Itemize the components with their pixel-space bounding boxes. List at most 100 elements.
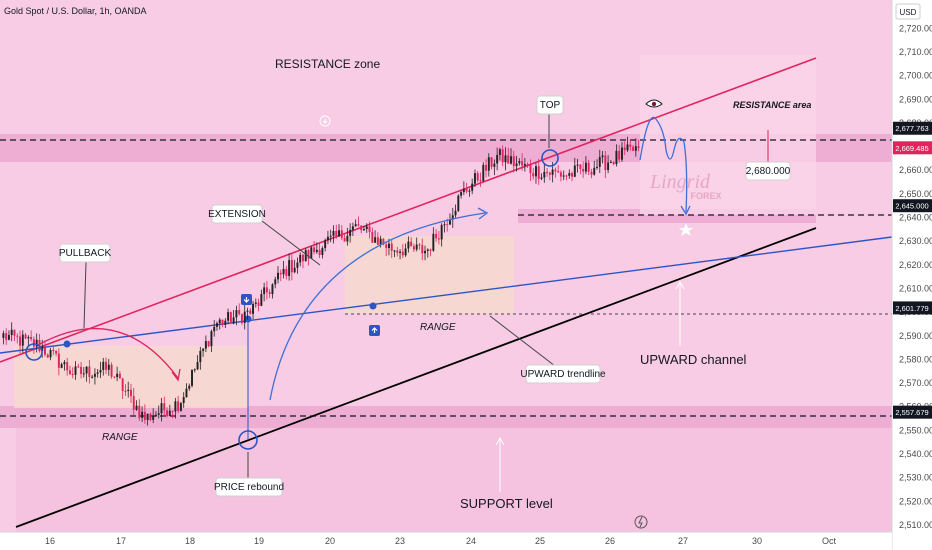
candle xyxy=(604,151,607,179)
y-tick-label: 2,580.000 xyxy=(899,354,932,364)
candle xyxy=(424,245,426,261)
candles xyxy=(2,136,640,426)
candle xyxy=(274,276,277,289)
support-arrowhead xyxy=(495,436,505,446)
trendline-anchor-point xyxy=(244,315,252,323)
candle xyxy=(335,224,338,239)
candle xyxy=(254,298,257,308)
candle xyxy=(154,411,157,417)
x-tick-label: 26 xyxy=(605,536,615,546)
candle xyxy=(485,159,488,178)
candle xyxy=(285,265,288,280)
candle xyxy=(632,144,635,151)
y-tick-label: 2,650.000 xyxy=(899,189,932,199)
candle xyxy=(326,230,329,245)
candle xyxy=(410,237,413,247)
x-tick-label: 18 xyxy=(185,536,195,546)
candle xyxy=(24,332,27,340)
candle xyxy=(160,397,163,422)
candle xyxy=(507,147,510,164)
candle xyxy=(590,168,593,179)
candle xyxy=(515,156,518,172)
x-tick-label: 23 xyxy=(395,536,405,546)
candle xyxy=(443,221,446,233)
candle xyxy=(490,157,493,170)
x-tick-label: 20 xyxy=(325,536,335,546)
candle xyxy=(315,242,318,254)
candle xyxy=(365,223,368,233)
candle xyxy=(535,162,537,184)
candle xyxy=(257,298,260,312)
candle xyxy=(107,358,110,376)
svg-text:TOP: TOP xyxy=(540,100,561,111)
candle xyxy=(593,160,596,176)
candle xyxy=(332,225,335,244)
extension-arrowhead xyxy=(477,207,489,220)
upward-trendline xyxy=(0,236,893,354)
candle xyxy=(82,367,85,378)
currency-badge: USD xyxy=(895,3,921,20)
candle xyxy=(476,170,479,183)
candle xyxy=(191,369,193,388)
projection-path xyxy=(639,116,688,213)
candle xyxy=(451,207,454,228)
price-level-badge: 2,677.763 xyxy=(893,121,932,135)
y-tick-label: 2,630.000 xyxy=(899,236,932,246)
resistance-area-box xyxy=(640,55,816,215)
candle xyxy=(227,308,230,325)
candle xyxy=(105,357,107,374)
candle xyxy=(571,171,574,182)
candle xyxy=(7,330,10,341)
svg-text:UPWARD trendline: UPWARD trendline xyxy=(520,369,606,380)
y-tick-label: 2,530.000 xyxy=(899,473,932,483)
candle xyxy=(598,149,601,174)
candle xyxy=(202,348,205,357)
flash-icon xyxy=(634,515,648,529)
candle xyxy=(60,362,63,369)
resistance-area-label: RESISTANCE area xyxy=(733,100,811,110)
svg-text:2,557.679: 2,557.679 xyxy=(895,408,928,417)
price-axis[interactable] xyxy=(892,0,932,550)
candle xyxy=(637,139,640,152)
candle xyxy=(587,159,590,176)
candle xyxy=(465,182,468,194)
candle xyxy=(80,362,83,379)
candle xyxy=(357,216,360,227)
y-tick-label: 2,720.000 xyxy=(899,23,932,33)
candle xyxy=(385,241,388,257)
y-tick-label: 2,520.000 xyxy=(899,496,932,506)
range-right-label: RANGE xyxy=(420,322,456,333)
candle xyxy=(282,260,285,279)
candle xyxy=(454,204,457,218)
y-tick-label: 2,700.000 xyxy=(899,71,932,81)
candle xyxy=(110,362,113,379)
extension-connector xyxy=(261,220,321,266)
candle xyxy=(13,329,16,342)
candle xyxy=(618,144,621,163)
candle xyxy=(510,148,512,165)
candle xyxy=(135,400,138,411)
support-level-label: SUPPORT level xyxy=(460,496,553,511)
symbol-label: Gold Spot / U.S. Dollar, 1h, OANDA xyxy=(4,6,147,16)
candle xyxy=(437,230,440,245)
target-callout: 2,680.000 xyxy=(745,161,791,181)
candle xyxy=(16,333,19,344)
candle xyxy=(307,248,310,266)
candle xyxy=(288,253,291,281)
candle xyxy=(518,158,521,166)
candle xyxy=(629,139,632,151)
candle xyxy=(182,392,185,408)
candle xyxy=(512,150,515,173)
down-circle-icon xyxy=(319,115,331,127)
candle xyxy=(213,320,216,337)
candle xyxy=(91,374,94,379)
price-level-badge: 2,669.485 xyxy=(893,141,932,155)
time-axis[interactable] xyxy=(0,532,892,550)
pullback-arrowhead xyxy=(171,368,181,382)
candle xyxy=(626,136,629,153)
candle xyxy=(55,350,58,357)
candle xyxy=(224,318,227,329)
candle xyxy=(612,161,615,166)
candle xyxy=(93,368,96,385)
candle xyxy=(426,248,429,258)
